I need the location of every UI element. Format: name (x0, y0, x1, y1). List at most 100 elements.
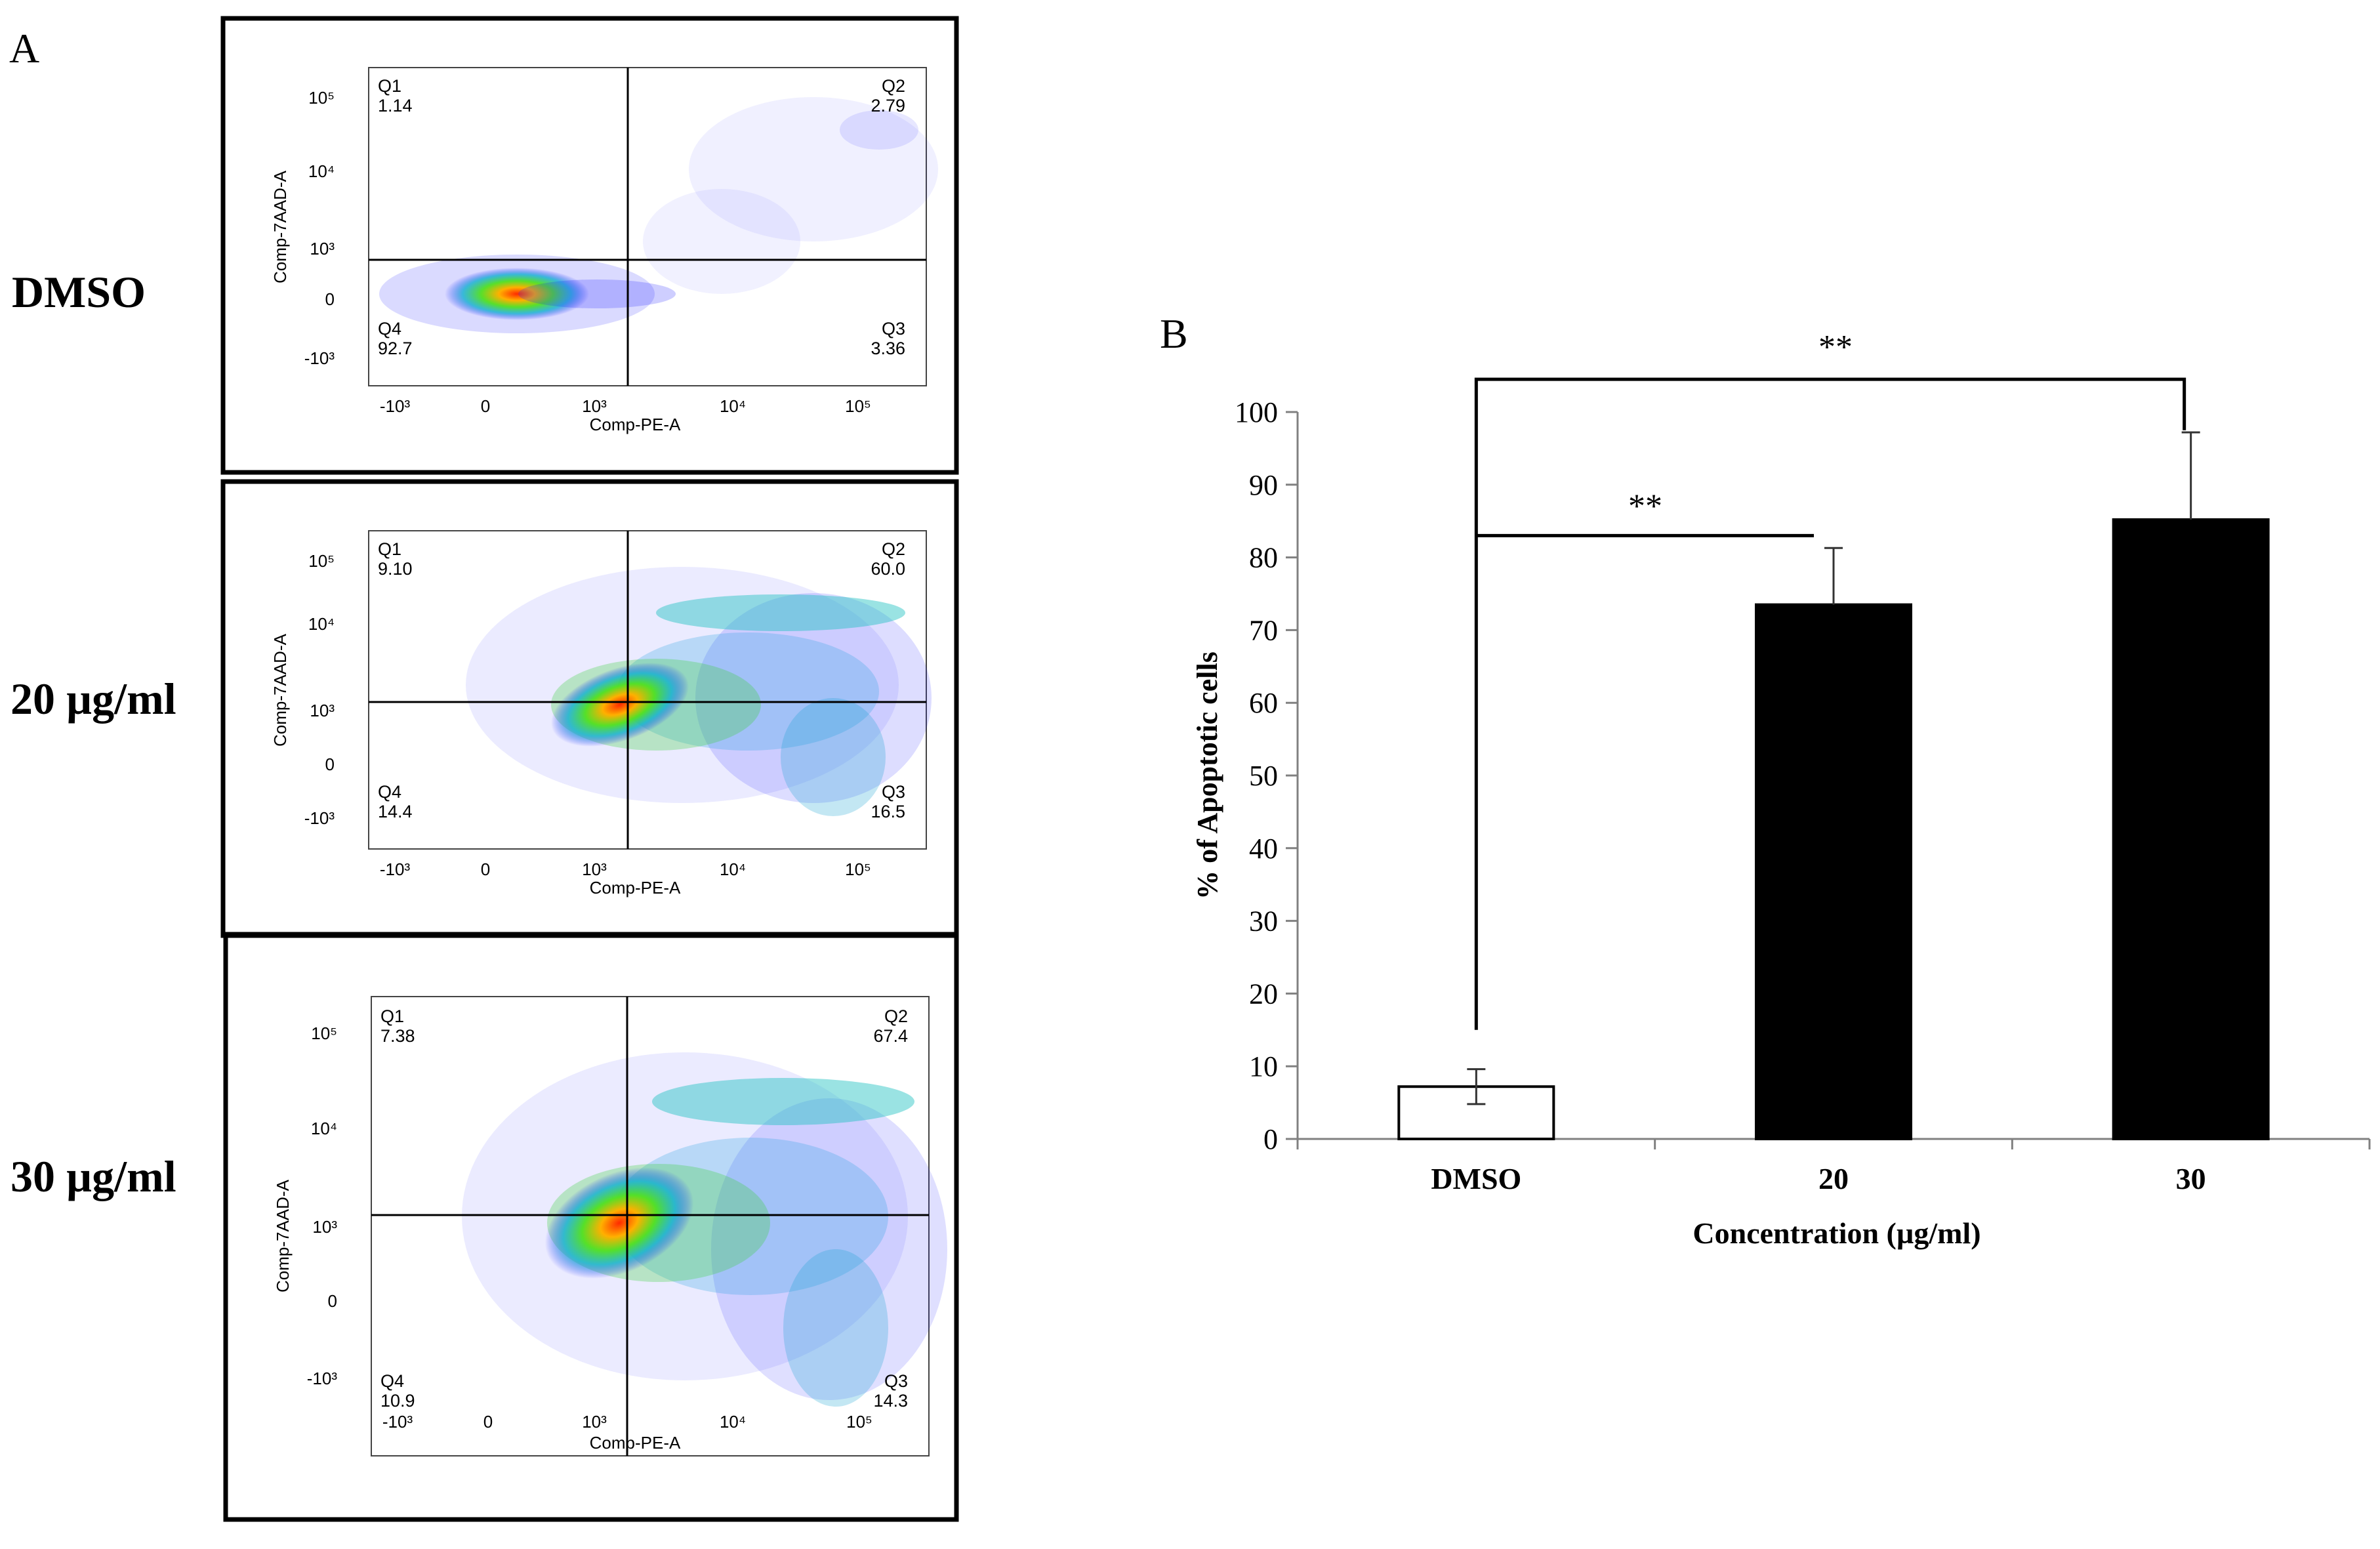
quadrant-q1-name: Q1 (378, 539, 401, 559)
bar-30 (2112, 518, 2270, 1140)
y-tick-label: 30 (1249, 905, 1278, 938)
x-category-label: 20 (1818, 1162, 1849, 1195)
quadrant-q1-value: 7.38 (380, 1026, 415, 1046)
y-tick-label: 10 (1249, 1050, 1278, 1083)
plot-frame (220, 16, 959, 475)
flow-plot-30: 30 µg/ml Q1 7.38 Q2 67.4 Q4 10.9 Q3 14.3 (10, 932, 959, 1522)
condition-label-30: 30 µg/ml (10, 1151, 176, 1201)
quadrant-q3-value: 3.36 (871, 339, 905, 358)
quadrant-q2-name: Q2 (882, 76, 905, 96)
y-tick-label: 70 (1249, 614, 1278, 646)
plot-frame (223, 932, 959, 1522)
y-tick: 0 (325, 754, 335, 774)
events-scatter (462, 1052, 947, 1407)
flow-plot-20: 20 µg/ml Q1 9.10 Q2 60.0 Q4 14.4 Q3 16.5 (10, 479, 959, 938)
y-tick: 10⁵ (308, 551, 335, 571)
plot-area (368, 67, 927, 386)
panel-a-label: A (9, 25, 39, 72)
x-tick: 10⁵ (845, 859, 871, 879)
y-tick: 10⁵ (311, 1023, 337, 1043)
y-tick: 10⁵ (308, 88, 335, 108)
quadrant-q4-value: 14.4 (378, 802, 413, 821)
quadrant-q2-name: Q2 (882, 539, 905, 559)
y-tick-label: 100 (1235, 396, 1278, 428)
x-tick: 10³ (582, 859, 607, 879)
x-tick: 10⁵ (845, 396, 871, 416)
bar-chart-b: B 0 10 20 30 40 50 60 70 80 90 100 DMSO 20 30 ** ** %… (1160, 310, 2371, 1250)
quadrant-q1-value: 9.10 (378, 559, 413, 579)
quadrant-q4-name: Q4 (378, 319, 401, 339)
quadrant-q4-name: Q4 (378, 782, 401, 802)
y-tick: -10³ (307, 1369, 338, 1388)
bar-20 (1755, 603, 1912, 1140)
sig-label: ** (1628, 487, 1662, 525)
x-tick: 0 (483, 1412, 493, 1432)
y-tick: -10³ (304, 348, 335, 368)
x-category-ticks: DMSO 20 30 (1296, 1139, 2371, 1195)
y-tick-label: 50 (1249, 760, 1278, 792)
x-axis-label: Comp-PE-A (590, 1433, 681, 1453)
y-tick: 0 (328, 1291, 337, 1311)
events-scatter (466, 567, 932, 816)
x-tick: 0 (481, 859, 490, 879)
quadrant-q1-name: Q1 (378, 76, 401, 96)
x-tick: 10³ (582, 396, 607, 416)
y-tick-label: 0 (1263, 1123, 1278, 1155)
sig-bracket-line (1474, 377, 2186, 1030)
x-tick: -10³ (380, 859, 411, 879)
condition-label-20: 20 µg/ml (10, 674, 176, 724)
x-tick: 10³ (582, 1412, 607, 1432)
y-tick: 10⁴ (308, 161, 335, 181)
plot-area (371, 996, 930, 1456)
quadrant-q1-value: 1.14 (378, 96, 413, 115)
significance-brackets: ** ** (1474, 329, 2186, 1030)
quadrant-q1-name: Q1 (380, 1006, 404, 1026)
y-tick: 10³ (310, 701, 335, 720)
x-category-label: DMSO (1431, 1162, 1521, 1195)
x-tick: 10⁵ (846, 1412, 872, 1432)
quadrant-q4-value: 10.9 (380, 1391, 415, 1411)
x-axis-label: Comp-PE-A (590, 415, 681, 434)
quadrant-q2-name: Q2 (884, 1006, 908, 1026)
y-ticks: 0 10 20 30 40 50 60 70 80 90 100 (1235, 396, 1298, 1155)
y-tick-label: 80 (1249, 542, 1278, 574)
quadrant-q2-value: 2.79 (871, 96, 905, 115)
x-tick: 10⁴ (720, 1412, 746, 1432)
error-bars (1467, 431, 2200, 1105)
sig-label: ** (1818, 329, 1853, 366)
quadrant-q4-value: 92.7 (378, 339, 413, 358)
y-tick: 10³ (310, 239, 335, 258)
y-tick: 10⁴ (311, 1119, 337, 1138)
x-axis-label: Comp-PE-A (590, 878, 681, 898)
y-tick: -10³ (304, 808, 335, 828)
y-tick: 0 (325, 289, 335, 309)
y-axis-title: % of Apoptotic cells (1191, 651, 1223, 899)
x-category-label: 30 (2176, 1162, 2206, 1195)
y-tick-label: 20 (1249, 978, 1278, 1010)
quadrant-q2-value: 60.0 (871, 559, 905, 579)
x-axis-title: Concentration (µg/ml) (1693, 1216, 1980, 1250)
quadrant-q3-name: Q3 (882, 782, 905, 802)
bars (1397, 518, 2270, 1140)
quadrant-q4-name: Q4 (380, 1371, 404, 1391)
y-tick-label: 40 (1249, 833, 1278, 865)
quadrant-q3-name: Q3 (884, 1371, 908, 1391)
quadrant-q3-name: Q3 (882, 319, 905, 339)
quadrant-q2-value: 67.4 (873, 1026, 908, 1046)
y-tick-label: 60 (1249, 687, 1278, 719)
y-axis-label: Comp-7AAD-A (270, 170, 290, 283)
x-tick: 10⁴ (720, 859, 746, 879)
y-axis-label: Comp-7AAD-A (270, 633, 290, 747)
x-tick: 10⁴ (720, 396, 746, 416)
y-tick-label: 90 (1249, 469, 1278, 501)
plot-area (368, 530, 927, 850)
quadrant-q3-value: 14.3 (873, 1391, 908, 1411)
y-tick: 10⁴ (308, 614, 335, 634)
x-tick: -10³ (382, 1412, 413, 1432)
x-tick: -10³ (380, 396, 411, 416)
y-axis-label: Comp-7AAD-A (273, 1179, 293, 1292)
panel-b-label: B (1160, 310, 1188, 357)
events-scatter (379, 97, 938, 333)
quadrant-q3-value: 16.5 (871, 802, 905, 821)
condition-label-dmso: DMSO (12, 267, 146, 317)
